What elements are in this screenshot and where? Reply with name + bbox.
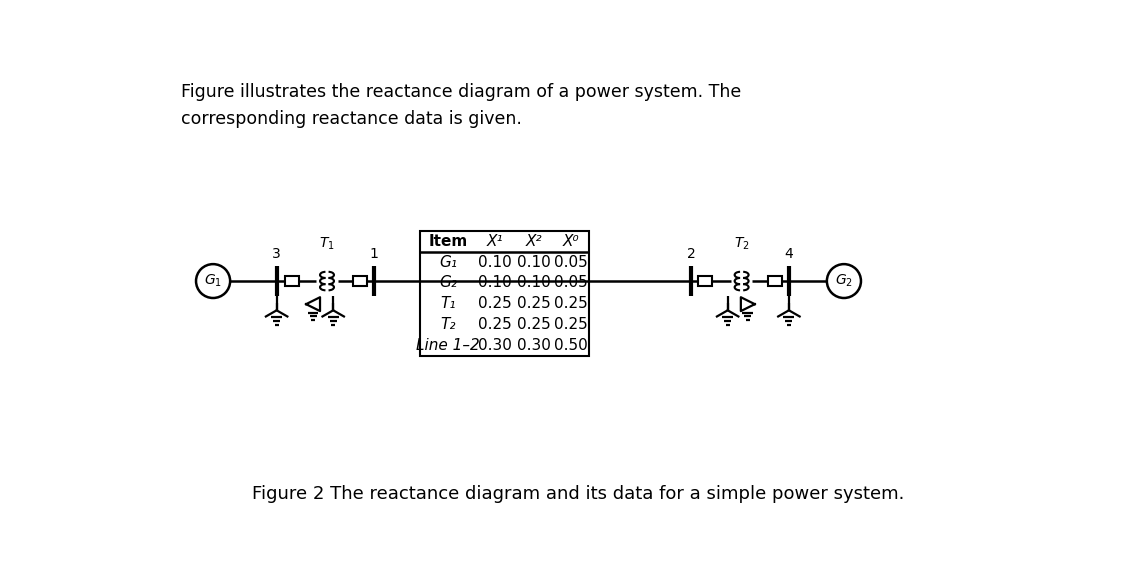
Text: X¹: X¹ — [487, 234, 503, 249]
Text: 0.25: 0.25 — [517, 317, 550, 332]
Text: 0.05: 0.05 — [554, 276, 588, 290]
Bar — [353, 276, 367, 286]
Text: $G_1$: $G_1$ — [204, 273, 222, 289]
Text: 4: 4 — [785, 247, 793, 261]
Bar — [698, 276, 712, 286]
Text: Line 1–2: Line 1–2 — [416, 338, 479, 353]
Text: 0.25: 0.25 — [554, 296, 588, 311]
Text: 0.50: 0.50 — [554, 338, 588, 353]
Text: $T_1$: $T_1$ — [319, 235, 335, 252]
Text: 0.25: 0.25 — [517, 296, 550, 311]
Text: $G_2$: $G_2$ — [835, 273, 853, 289]
Text: 0.10: 0.10 — [517, 276, 550, 290]
Text: 1: 1 — [369, 247, 378, 261]
Bar — [420, 231, 589, 356]
Bar — [285, 276, 299, 286]
Text: T₁: T₁ — [440, 296, 456, 311]
Text: 0.10: 0.10 — [478, 255, 512, 270]
Text: Figure illustrates the reactance diagram of a power system. The
corresponding re: Figure illustrates the reactance diagram… — [182, 83, 741, 127]
Text: G₂: G₂ — [439, 276, 457, 290]
Text: T₂: T₂ — [440, 317, 456, 332]
Text: 2: 2 — [687, 247, 696, 261]
Text: $T_2$: $T_2$ — [734, 235, 749, 252]
Text: Figure 2 The reactance diagram and its data for a simple power system.: Figure 2 The reactance diagram and its d… — [252, 485, 905, 503]
Text: X⁰: X⁰ — [563, 234, 580, 249]
Text: G₁: G₁ — [439, 255, 457, 270]
Text: 0.10: 0.10 — [517, 255, 550, 270]
Text: 0.05: 0.05 — [554, 255, 588, 270]
Text: 0.25: 0.25 — [478, 296, 512, 311]
Text: 0.25: 0.25 — [478, 317, 512, 332]
Bar — [768, 276, 782, 286]
Text: Item: Item — [429, 234, 467, 249]
Text: 0.30: 0.30 — [478, 338, 512, 353]
Text: 3: 3 — [272, 247, 281, 261]
Text: X²: X² — [526, 234, 543, 249]
Text: 0.30: 0.30 — [517, 338, 550, 353]
Text: 0.10: 0.10 — [478, 276, 512, 290]
Text: 0.25: 0.25 — [554, 317, 588, 332]
